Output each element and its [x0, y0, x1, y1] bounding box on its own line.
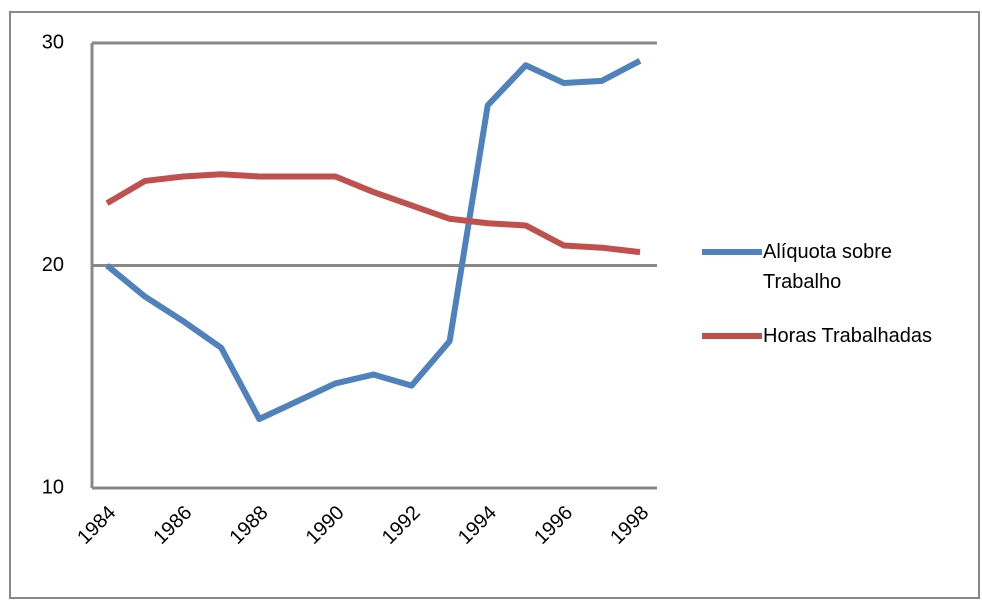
y-tick-label: 20: [42, 254, 64, 276]
y-tick-label: 30: [42, 31, 64, 53]
x-tick-label: 1996: [530, 502, 577, 549]
y-tick-label: 10: [42, 476, 64, 498]
x-tick-label: 1998: [606, 502, 653, 549]
x-tick-label: 1984: [73, 502, 120, 549]
legend-label: Horas Trabalhadas: [763, 325, 932, 347]
x-tick-label: 1992: [378, 502, 425, 549]
line-series: [105, 171, 641, 256]
x-tick-label: 1994: [454, 502, 501, 549]
x-tick-label: 1990: [302, 502, 349, 549]
x-tick-label: 1988: [226, 502, 273, 549]
legend-label: Alíquota sobre Trabalho: [763, 241, 892, 293]
line-series: [105, 58, 642, 423]
x-tick-label: 1986: [149, 502, 196, 549]
chart-border: [9, 11, 980, 599]
